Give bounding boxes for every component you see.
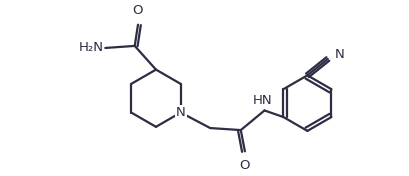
Text: O: O [239, 159, 249, 172]
Text: O: O [133, 4, 143, 17]
Text: HN: HN [252, 94, 272, 107]
Text: N: N [334, 48, 343, 61]
Text: N: N [175, 106, 185, 119]
Text: H₂N: H₂N [78, 42, 103, 54]
